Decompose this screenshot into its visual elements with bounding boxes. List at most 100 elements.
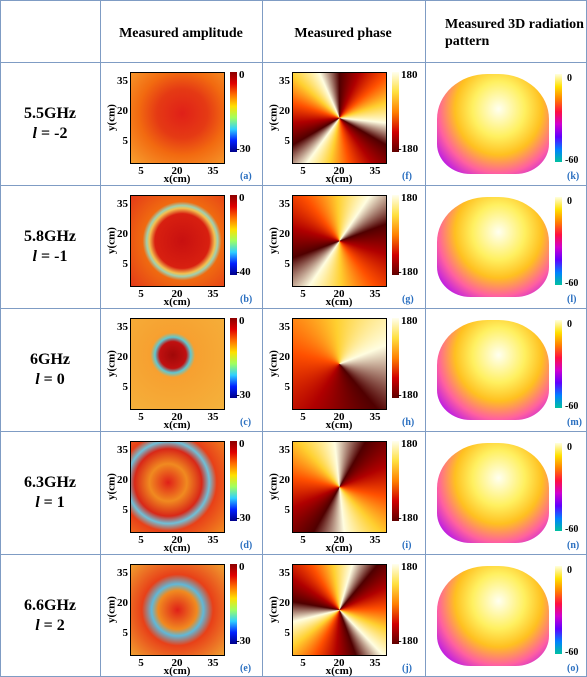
panel-label: (j): [402, 663, 412, 674]
x-tick-label: 5: [300, 534, 306, 546]
x-tick-label: 5: [138, 534, 144, 546]
x-tick-label: 35: [369, 165, 381, 177]
colorbar: [230, 318, 237, 398]
x-tick-label: 35: [369, 534, 381, 546]
colorbar-label: -30: [236, 143, 251, 155]
radiation-pattern: [437, 443, 549, 543]
colorbar-label: -60: [565, 278, 579, 289]
row-frequency: 5.5GHz: [24, 105, 76, 122]
y-tick-label: 5: [284, 381, 291, 393]
y-axis-label: y(cm): [105, 596, 118, 623]
x-tick-label: 35: [207, 165, 219, 177]
y-axis-label: y(cm): [105, 473, 118, 500]
y-tick-label: 35: [279, 567, 290, 579]
y-axis-label: y(cm): [267, 596, 280, 623]
colorbar-label: 0: [567, 73, 572, 84]
mode-value: = 0: [39, 371, 65, 388]
colorbar-label: 0: [567, 196, 572, 207]
y-tick-label: 20: [279, 597, 290, 609]
colorbar: [555, 74, 562, 162]
x-axis-label: x(cm): [163, 542, 191, 554]
x-tick-label: 20: [333, 657, 345, 669]
y-tick-label: 5: [122, 381, 129, 393]
panel-label: (g): [402, 294, 414, 305]
x-tick-label: 35: [207, 411, 219, 423]
x-tick-label: 20: [171, 288, 183, 300]
row-mode: l = -1: [0, 249, 100, 265]
colorbar-label: -30: [236, 635, 251, 647]
y-tick-label: 5: [284, 258, 291, 270]
grid-line: [0, 0, 1, 677]
x-axis-label: x(cm): [163, 296, 191, 308]
x-tick-label: 20: [171, 411, 183, 423]
heatmap: [130, 72, 225, 164]
panel-label: (d): [240, 540, 253, 551]
y-tick-label: 5: [284, 135, 291, 147]
y-tick-label: 35: [279, 75, 290, 87]
y-axis-label: y(cm): [267, 104, 280, 131]
mode-symbol: l: [35, 617, 40, 634]
x-tick-label: 35: [207, 288, 219, 300]
y-tick-label: 20: [117, 228, 128, 240]
radiation-pattern: [437, 197, 549, 297]
heatmap: [130, 318, 225, 410]
y-axis-label: y(cm): [105, 104, 118, 131]
colorbar-label: -30: [236, 512, 251, 524]
y-tick-label: 20: [279, 474, 290, 486]
y-tick-label: 35: [117, 198, 128, 210]
y-tick-label: 20: [117, 474, 128, 486]
column-header: Measured amplitude: [119, 26, 243, 41]
y-tick-label: 5: [284, 504, 291, 516]
colorbar: [555, 566, 562, 654]
x-tick-label: 20: [333, 288, 345, 300]
x-tick-label: 5: [138, 288, 144, 300]
grid-line: [0, 308, 587, 309]
x-tick-label: 5: [138, 657, 144, 669]
x-axis-label: x(cm): [325, 173, 353, 185]
colorbar-label: -60: [565, 401, 579, 412]
panel-label: (c): [240, 417, 252, 428]
y-axis-label: y(cm): [267, 350, 280, 377]
x-tick-label: 20: [333, 165, 345, 177]
row-frequency: 6.6GHz: [24, 597, 76, 614]
y-tick-label: 35: [117, 444, 128, 456]
column-header: Measured 3D radiation pattern: [445, 17, 584, 49]
grid-line: [262, 0, 263, 677]
x-axis-label: x(cm): [325, 296, 353, 308]
panel-label: (i): [402, 540, 412, 551]
y-tick-label: 5: [284, 627, 291, 639]
heatmap: [130, 441, 225, 533]
x-tick-label: 5: [138, 411, 144, 423]
y-axis-label: y(cm): [105, 227, 118, 254]
row-mode: l = 0: [0, 372, 100, 388]
panel-label: (o): [567, 663, 579, 674]
y-tick-label: 35: [279, 321, 290, 333]
colorbar-label: -180: [398, 266, 419, 278]
colorbar: [230, 564, 237, 644]
colorbar-label: 180: [401, 438, 418, 450]
colorbar-label: 0: [567, 565, 572, 576]
colorbar-label: 0: [567, 442, 572, 453]
mode-symbol: l: [35, 494, 40, 511]
colorbar-label: 0: [239, 315, 245, 327]
radiation-pattern: [437, 566, 549, 666]
heatmap: [130, 195, 225, 287]
colorbar-label: 180: [401, 192, 418, 204]
colorbar: [555, 443, 562, 531]
colorbar-label: 0: [239, 69, 245, 81]
panel-label: (m): [567, 417, 582, 428]
colorbar-label: 0: [567, 319, 572, 330]
column-header: Measured phase: [294, 26, 392, 41]
colorbar-label: -30: [236, 389, 251, 401]
colorbar-label: 0: [239, 561, 245, 573]
colorbar-label: -180: [398, 389, 419, 401]
colorbar: [392, 318, 399, 398]
x-tick-label: 5: [138, 165, 144, 177]
x-axis-label: x(cm): [163, 173, 191, 185]
mode-symbol: l: [35, 371, 40, 388]
row-mode: l = -2: [0, 126, 100, 142]
mode-value: = 2: [39, 617, 65, 634]
panel-label: (f): [402, 171, 412, 182]
panel-label: (n): [567, 540, 580, 551]
x-axis-label: x(cm): [325, 542, 353, 554]
